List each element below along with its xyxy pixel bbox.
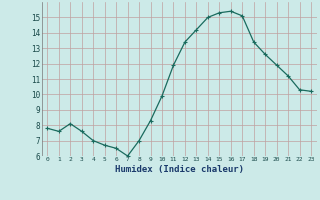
X-axis label: Humidex (Indice chaleur): Humidex (Indice chaleur) (115, 165, 244, 174)
